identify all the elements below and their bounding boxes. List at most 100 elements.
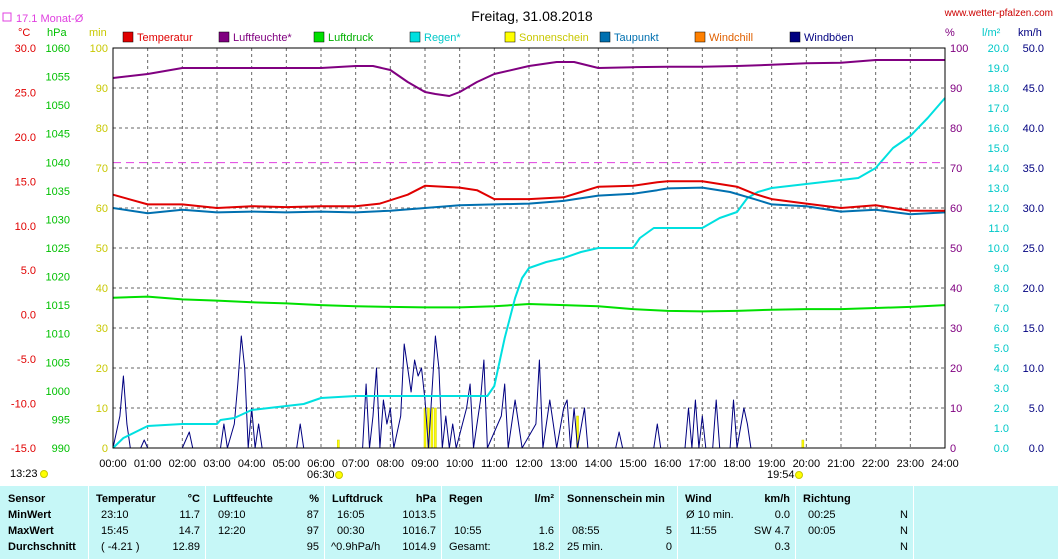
hum-max-value: 97 [306, 525, 319, 537]
rain-tick-label: 6.0 [994, 323, 1009, 335]
stats-col-rain: Regen l/m² 10:55 1.6 Gesamt: 18.2 [441, 486, 560, 559]
pressure-tick-label: 1050 [46, 100, 70, 112]
hum-min-time: 09:10 [218, 509, 246, 521]
sunrise-icon [335, 471, 343, 479]
stats-header-temp: Temperatur [96, 493, 156, 505]
humidity-tick-label: 50 [950, 243, 962, 255]
legend-label: Taupunkt [614, 32, 659, 44]
wind-tick-label: 50.0 [1023, 43, 1044, 55]
stats-header-humidity-unit: % [309, 493, 319, 505]
legend-swatch [694, 31, 706, 43]
rain-tick-label: 20.0 [988, 43, 1009, 55]
pressure-tick-label: 990 [52, 443, 70, 455]
time-tick-label: 22:00 [862, 458, 890, 470]
pressure-line [112, 295, 946, 313]
plot-frame [112, 47, 946, 449]
pressure-tick-label: 1055 [46, 72, 70, 84]
sunset-icon [795, 471, 803, 479]
temp-tick-label: 10.0 [15, 221, 36, 233]
series-lines [112, 59, 946, 449]
legend-label: Sonnenschein [519, 32, 589, 44]
time-tick-label: 01:00 [134, 458, 162, 470]
temp-max-time: 15:45 [101, 525, 129, 537]
press-max-time: 00:30 [337, 525, 365, 537]
temp-avg-value: 12.89 [172, 541, 200, 553]
hum-max-time: 12:20 [218, 525, 246, 537]
time-tick-label: 08:00 [377, 458, 405, 470]
time-tick-label: 05:00 [273, 458, 301, 470]
rain-tick-label: 13.0 [988, 183, 1009, 195]
wind-tick-label: 35.0 [1023, 163, 1044, 175]
stats-col-empty [913, 486, 1058, 559]
legend-swatch [218, 31, 230, 43]
dir-min-time: 00:25 [808, 509, 836, 521]
hum-min-value: 87 [306, 509, 319, 521]
wind-avg-value: 0.3 [774, 541, 790, 553]
sunshine-bars [337, 407, 805, 449]
row-label-max: MaxWert [8, 525, 54, 537]
humidity-tick-label: 80 [950, 123, 962, 135]
wind-tick-label: 45.0 [1023, 83, 1044, 95]
stats-header-direction: Richtung [803, 493, 851, 505]
rain-tick-label: 11.0 [988, 223, 1009, 235]
time-tick-label: 21:00 [827, 458, 855, 470]
temp-tick-label: 15.0 [15, 176, 36, 188]
legend: Temperatur Luftfeuchte* Luftdruck Regen* Son… [122, 31, 854, 44]
weather-chart: 30.0 25.0 20.0 15.0 10.0 5.0 0.0 -5.0 -10.0 -15.0… [2, 8, 1053, 481]
time-tick-label: 23:00 [897, 458, 925, 470]
time-tick-label: 06:00 [307, 458, 335, 470]
wind-tick-label: 15.0 [1023, 323, 1044, 335]
rain-tick-label: 9.0 [994, 263, 1009, 275]
temp-min-time: 23:10 [101, 509, 129, 521]
legend-label: Windchill [709, 32, 753, 44]
legend-swatch [599, 31, 611, 43]
temperature-line [112, 180, 945, 212]
stats-table: Sensor MinWert MaxWert Durchschnitt Temp… [0, 486, 1058, 559]
sunshine-bar [337, 439, 340, 449]
sunshine-tick-label: 40 [96, 283, 108, 295]
sunrise-time: 06:30 [307, 469, 335, 481]
time-tick-label: 07:00 [342, 458, 370, 470]
rain-tick-label: 3.0 [994, 383, 1009, 395]
rain-tick-label: 8.0 [994, 283, 1009, 295]
sunshine-tick-label: 20 [96, 363, 108, 375]
press-avg-value: 1014.9 [402, 541, 436, 553]
pressure-tick-label: 1040 [46, 157, 70, 169]
time-tick-label: 04:00 [238, 458, 266, 470]
rain-total-label: Gesamt: [449, 541, 491, 553]
press-max-value: 1016.7 [402, 525, 436, 537]
wind-tick-label: 10.0 [1023, 363, 1044, 375]
sunshine-tick-label: 10 [96, 403, 108, 415]
time-tick-label: 24:00 [931, 458, 959, 470]
temp-tick-label: 0.0 [21, 310, 36, 322]
legend-swatch [409, 31, 421, 43]
pressure-tick-label: 1030 [46, 214, 70, 226]
sunshine-tick-label: 30 [96, 323, 108, 335]
legend-swatch [504, 31, 516, 43]
sunshine-tick-label: 90 [96, 83, 108, 95]
humidity-tick-label: 90 [950, 83, 962, 95]
stats-header-pressure-unit: hPa [415, 493, 436, 505]
rain-tick-label: 2.0 [994, 403, 1009, 415]
rain-tick-label: 12.0 [988, 203, 1009, 215]
stats-header-rain-unit: l/m² [534, 493, 554, 505]
time-tick-label: 16:00 [654, 458, 682, 470]
sunshine-bar [434, 407, 437, 449]
sun-avg-value: 0 [665, 541, 672, 553]
grid [113, 48, 945, 448]
stats-col-pressure: Luftdruck hPa 16:05 1013.5 00:30 1016.7 … [324, 486, 442, 559]
humidity-tick-label: 40 [950, 283, 962, 295]
stats-col-wind: Wind km/h Ø 10 min. 0.0 11:55 SW 4.7 0.3 [677, 486, 796, 559]
sunshine-bar [801, 439, 805, 449]
stats-col-sunshine: Sonnenschein min 08:55 5 25 min. 0 [559, 486, 678, 559]
temp-max-value: 14.7 [178, 525, 200, 537]
pressure-tick-label: 1015 [46, 300, 70, 312]
rain-tick-label: 17.0 [988, 103, 1009, 115]
dir-min-value: N [900, 509, 908, 521]
stats-header-humidity: Luftfeuchte [213, 493, 273, 505]
pressure-tick-label: 1060 [46, 43, 70, 55]
sunshine-bar [430, 407, 434, 449]
website-label[interactable]: www.wetter-pfalzen.com [944, 8, 1053, 19]
rain-tick-label: 18.0 [988, 83, 1009, 95]
humidity-tick-label: 70 [950, 163, 962, 175]
